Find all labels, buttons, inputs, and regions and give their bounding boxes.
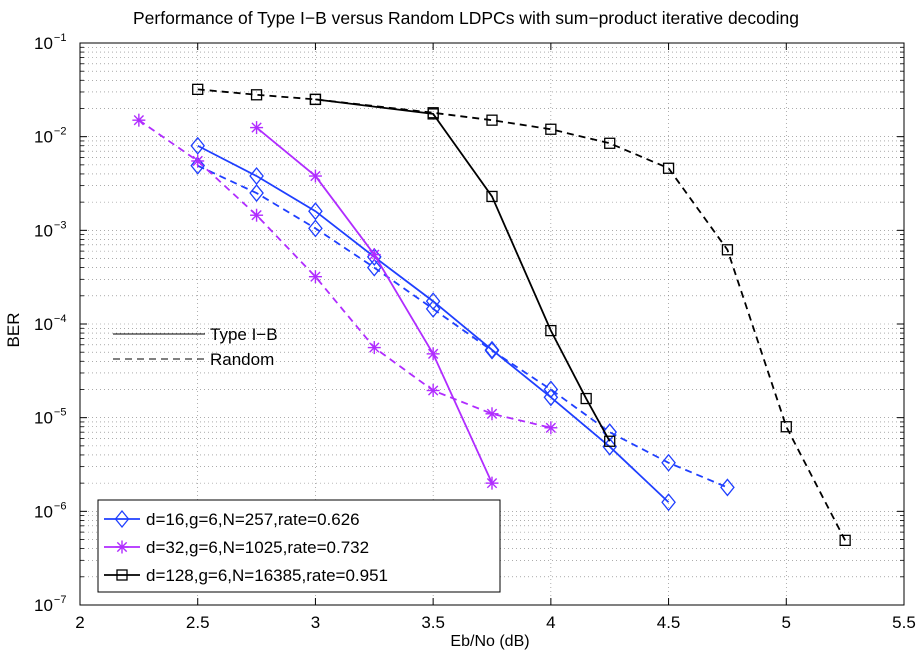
series-d-32-type-i-b: [250, 121, 499, 490]
data-point: [720, 478, 735, 497]
data-point: [250, 89, 263, 101]
data-point: [426, 384, 440, 398]
data-point: [545, 324, 557, 337]
series-line: [138, 119, 552, 429]
series-line: [197, 88, 846, 541]
data-point: [661, 493, 676, 512]
data-point: [486, 114, 498, 126]
data-point: [192, 83, 204, 96]
x-tick-label: 5: [782, 613, 791, 632]
y-tick-label: 10−1: [34, 32, 66, 53]
series-layer: [132, 83, 851, 547]
x-tick-label: 3: [311, 613, 320, 632]
data-point: [249, 166, 264, 186]
data-point: [190, 136, 206, 155]
y-tick-label: 10−7: [34, 594, 66, 615]
y-tick-exponent: −6: [54, 500, 67, 512]
legend-marker: [115, 540, 129, 554]
series-line: [197, 164, 728, 489]
line-style-legend: Type I−B Random: [113, 325, 278, 369]
data-point: [308, 169, 322, 183]
legend-marker: [116, 569, 128, 581]
x-tick-label: 2: [75, 613, 84, 632]
legend-label: d=32,g=6,N=1025,rate=0.732: [146, 538, 369, 557]
y-tick-exponent: −2: [54, 126, 67, 138]
legend-label: d=16,g=6,N=257,rate=0.626: [146, 510, 360, 529]
style-legend-label: Random: [210, 350, 274, 369]
data-point: [250, 208, 264, 222]
legend-marker: [114, 509, 130, 529]
y-tick-exponent: −7: [54, 594, 67, 606]
chart-title: Performance of Type I−B versus Random LD…: [133, 8, 799, 28]
data-point: [780, 421, 792, 433]
x-tick-label: 4: [546, 613, 555, 632]
data-point: [426, 347, 440, 361]
series-d-32-random: [132, 113, 558, 435]
data-point: [308, 219, 323, 238]
y-tick-exponent: −3: [54, 219, 67, 231]
data-point: [662, 162, 675, 174]
data-point: [427, 107, 439, 119]
y-tick-label: 10−6: [34, 500, 66, 521]
data-point: [485, 407, 499, 421]
y-tick-label: 10−2: [34, 126, 66, 147]
data-point: [309, 93, 322, 106]
data-point: [721, 244, 734, 256]
data-point: [132, 113, 146, 127]
y-tick-label: 10−5: [34, 407, 66, 428]
legend-label: d=128,g=6,N=16385,rate=0.951: [146, 566, 388, 585]
x-tick-label: 4.5: [657, 613, 681, 632]
y-axis-label: BER: [4, 313, 23, 348]
data-point: [308, 270, 322, 284]
series-d-128-type-i-b: [309, 93, 616, 447]
data-point: [484, 341, 500, 360]
data-point: [661, 453, 676, 472]
y-tick-exponent: −1: [54, 32, 67, 44]
data-point: [602, 437, 618, 456]
data-point: [250, 121, 264, 135]
data-point: [486, 190, 498, 203]
y-tick-label: 10−4: [34, 313, 66, 334]
series-d-16-random: [190, 156, 735, 497]
data-point: [190, 156, 206, 175]
y-tick-exponent: −4: [54, 313, 67, 325]
series-line: [315, 98, 611, 442]
series-line: [255, 126, 493, 484]
data-point: [249, 184, 264, 203]
data-point: [604, 137, 616, 149]
data-point: [366, 258, 382, 277]
data-point: [544, 421, 558, 435]
data-point: [367, 248, 381, 262]
data-point: [839, 534, 851, 547]
x-tick-label: 3.5: [421, 613, 445, 632]
data-point: [485, 476, 499, 490]
x-tick-label: 5.5: [892, 613, 916, 632]
data-point: [580, 392, 592, 405]
y-tick-label: 10−3: [34, 219, 66, 240]
data-point: [543, 380, 559, 399]
x-tick-label: 2.5: [186, 613, 210, 632]
y-tick-exponent: −5: [54, 407, 67, 419]
x-axis-label: Eb/No (dB): [450, 633, 529, 650]
data-point: [543, 388, 559, 407]
data-point: [604, 435, 616, 447]
style-legend-label: Type I−B: [210, 325, 278, 344]
data-point: [191, 154, 205, 168]
series-legend: d=16,g=6,N=257,rate=0.626 d=32,g=6,N=1025…: [97, 499, 501, 593]
data-point: [545, 123, 557, 135]
data-point: [308, 202, 323, 221]
data-point: [367, 341, 381, 355]
legend-box: [97, 499, 501, 593]
series-d-128-random: [192, 83, 851, 547]
data-point: [425, 299, 441, 318]
